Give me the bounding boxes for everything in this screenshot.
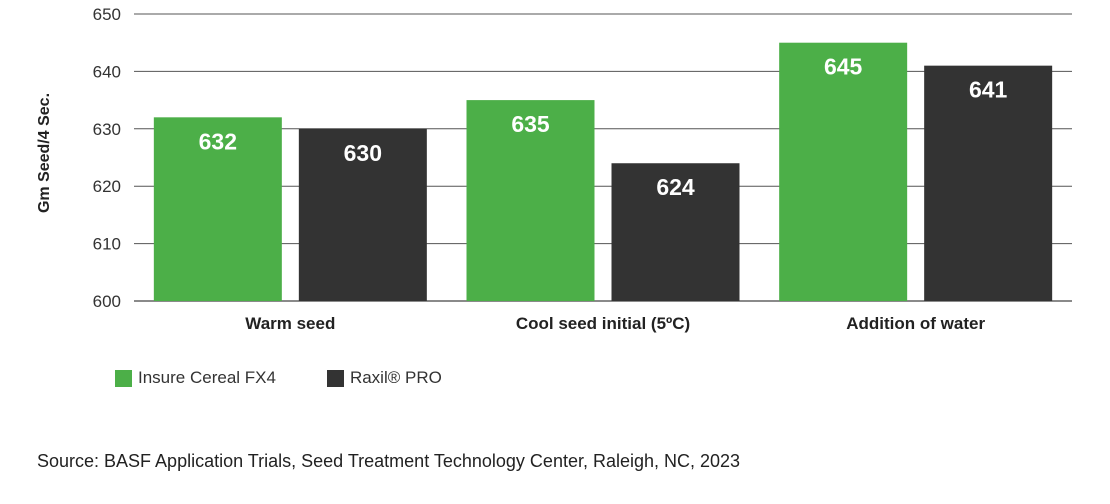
legend-label-raxil: Raxil® PRO: [349, 368, 442, 387]
bar-value-label: 645: [824, 54, 863, 80]
x-category-label: Warm seed: [245, 314, 335, 333]
y-tick-label: 630: [93, 120, 121, 139]
bar: [153, 117, 282, 301]
source-note: Source: BASF Application Trials, Seed Tr…: [37, 451, 741, 471]
bar: [466, 100, 595, 301]
y-axis-title: Gm Seed/4 Sec.: [36, 93, 53, 213]
legend-item-insure: Insure Cereal FX4: [115, 368, 276, 388]
bar: [298, 128, 427, 301]
y-tick-label: 610: [93, 235, 121, 254]
bar-value-label: 624: [656, 174, 695, 200]
x-category-label: Cool seed initial (5ºC): [516, 314, 690, 333]
y-axis-ticks: 600 610 620 630 640 650: [93, 5, 121, 311]
legend-label-insure: Insure Cereal FX4: [138, 368, 276, 387]
legend-swatch-raxil: [326, 369, 344, 387]
legend-item-raxil: Raxil® PRO: [326, 368, 442, 388]
legend: Insure Cereal FX4 Raxil® PRO: [115, 368, 493, 388]
bar-value-label: 630: [344, 140, 382, 166]
bar-value-label: 635: [511, 111, 550, 137]
y-tick-label: 640: [93, 62, 121, 81]
x-category-label: Addition of water: [846, 314, 985, 333]
bar-value-label: 641: [969, 77, 1008, 103]
gridlines: [134, 13, 1072, 302]
y-tick-label: 600: [93, 292, 121, 311]
legend-swatch-insure: [115, 369, 132, 387]
bar: [924, 65, 1053, 301]
bars: 632 630 635 624 645 641: [153, 42, 1053, 301]
bar-chart: 600 610 620 630 640 650 632 630 635 624 645 641 Wa…: [36, 5, 1072, 333]
bar: [611, 163, 740, 301]
bar: [779, 42, 908, 301]
y-tick-label: 620: [93, 177, 121, 196]
x-axis-categories: Warm seed Cool seed initial (5ºC) Addition…: [245, 314, 985, 333]
y-tick-label: 650: [93, 5, 121, 24]
bar-value-label: 632: [199, 128, 237, 154]
